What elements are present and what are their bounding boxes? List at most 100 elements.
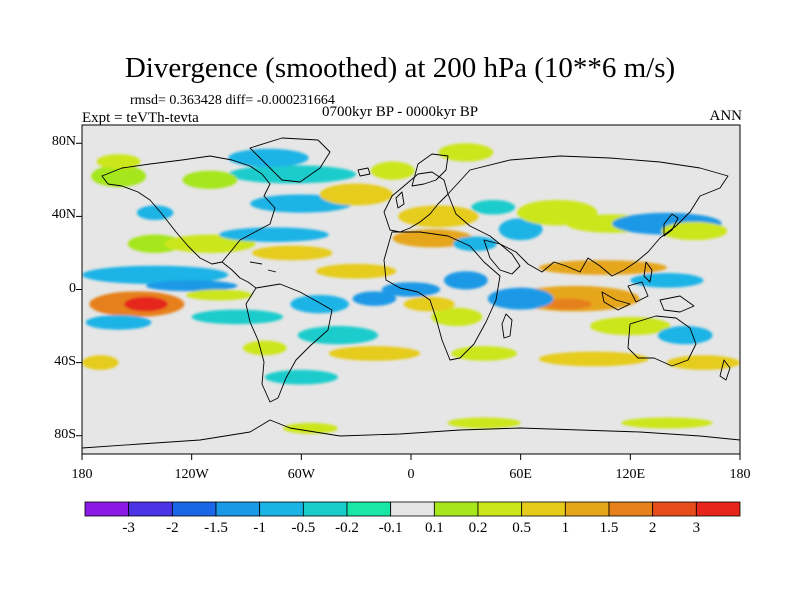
anomaly-region: [657, 326, 713, 345]
anomaly-region: [251, 245, 333, 261]
anomaly-region: [191, 309, 284, 325]
lat-tick-label: 40N: [51, 207, 76, 223]
colorbar-swatch: [215, 501, 261, 517]
colorbar-label: -0.5: [291, 520, 316, 536]
anomaly-region: [124, 296, 168, 312]
anomaly-region: [630, 273, 704, 288]
axis-ticks: [76, 142, 741, 460]
colorbar-label: -3: [122, 520, 135, 536]
anomaly-region: [315, 263, 397, 279]
anomaly-region: [264, 369, 338, 385]
colorbar-swatch: [128, 501, 173, 517]
anomaly-region: [85, 315, 152, 330]
coast-africa: [383, 231, 501, 361]
anomaly-region: [487, 287, 554, 310]
colorbar-label: 0.2: [468, 520, 488, 536]
anomaly-region: [297, 326, 379, 345]
coast-indonesia: [601, 281, 695, 313]
anomaly-region: [398, 205, 479, 228]
colorbar-label: -2: [166, 520, 179, 536]
lon-tick-label: 60W: [287, 467, 315, 482]
coast-central-america: [221, 261, 257, 289]
anomaly-region: [370, 161, 415, 180]
anomaly-region: [91, 165, 146, 188]
anomaly-region: [590, 316, 671, 336]
colorbar-swatch: [695, 501, 741, 517]
anomaly-region: [453, 236, 497, 252]
lat-tick-label: 80S: [54, 426, 76, 442]
colorbar-label: 0.5: [512, 520, 532, 536]
anomaly-region: [136, 205, 174, 221]
coast-greenland: [249, 137, 331, 183]
anomaly-region: [82, 355, 119, 370]
coast-australia: [627, 315, 697, 367]
anomaly-region: [228, 165, 357, 184]
coastlines: [82, 137, 740, 449]
season-label: ANN: [709, 108, 743, 124]
anomaly-region: [328, 346, 421, 361]
lon-tick-label: 120E: [615, 467, 646, 482]
coast-arabia: [483, 239, 521, 275]
colorbar-label: 2: [648, 520, 657, 536]
anomaly-region: [498, 218, 543, 241]
anomaly-region: [228, 148, 309, 168]
coast-europe: [383, 171, 449, 233]
anomaly-region: [319, 183, 393, 206]
anomaly-region: [392, 229, 474, 248]
anomaly-region: [431, 307, 483, 327]
lon-tick-label: 0: [407, 467, 415, 482]
anomaly-region: [621, 417, 713, 429]
colorbar-label: -0.2: [335, 520, 359, 536]
colorbar-swatch: [302, 501, 348, 517]
coast-philippines: [643, 261, 653, 283]
anomaly-region: [242, 340, 287, 356]
colorbar-swatch: [564, 501, 610, 517]
anomaly-region: [403, 296, 455, 312]
anomaly-region: [540, 298, 592, 310]
colorbar: [84, 501, 741, 517]
colorbar-label: -0.1: [378, 520, 403, 536]
experiment-label: Expt = teVTh-tevta: [82, 110, 199, 126]
colorbar-swatch: [171, 501, 217, 517]
colorbar-swatch: [259, 501, 304, 517]
colorbar-label: -1.5: [204, 520, 228, 536]
anomaly-region: [438, 143, 494, 162]
coast-north-america: [101, 155, 276, 265]
colorbar-swatch: [521, 501, 566, 517]
coast-new-zealand: [719, 359, 731, 381]
period-label: 0700kyr BP - 0000kyr BP: [322, 104, 479, 120]
anomaly-region: [127, 234, 183, 253]
anomaly-region: [290, 294, 349, 314]
coast-antarctica: [82, 419, 740, 449]
anomaly-region: [661, 221, 728, 241]
lat-tick-label: 0: [69, 280, 76, 296]
lat-tick-label: 80N: [51, 134, 76, 150]
anomaly-region: [96, 154, 141, 169]
coast-south-america: [245, 283, 333, 403]
lon-tick-label: 60E: [509, 467, 532, 482]
colorbar-label: 3: [692, 520, 701, 536]
anomaly-region: [538, 260, 667, 275]
anomaly-region: [283, 422, 338, 434]
colorbar-swatch: [433, 501, 479, 517]
anomaly-region: [538, 351, 649, 367]
stats-text: rmsd= 0.363428 diff= -0.000231664: [130, 93, 335, 108]
anomaly-region: [352, 291, 397, 306]
lon-tick-label: 180: [71, 467, 93, 482]
colorbar-swatch: [84, 501, 130, 517]
coast-madagascar: [501, 313, 513, 339]
coast-japan: [663, 213, 679, 237]
colorbar-label: 1: [561, 520, 570, 536]
colorbar-label: 1.5: [599, 520, 619, 536]
anomaly-region: [447, 417, 521, 429]
coast-iceland: [357, 167, 371, 177]
colorbar-swatch: [652, 501, 697, 517]
colorbar-swatch: [390, 501, 435, 517]
colorbar-label: 0.1: [424, 520, 444, 536]
lon-tick-label: 120W: [174, 467, 209, 482]
coast-caribbean: [249, 261, 277, 273]
colorbar-swatch: [608, 501, 654, 517]
anomaly-region: [451, 346, 518, 361]
anomaly-region: [443, 271, 488, 290]
